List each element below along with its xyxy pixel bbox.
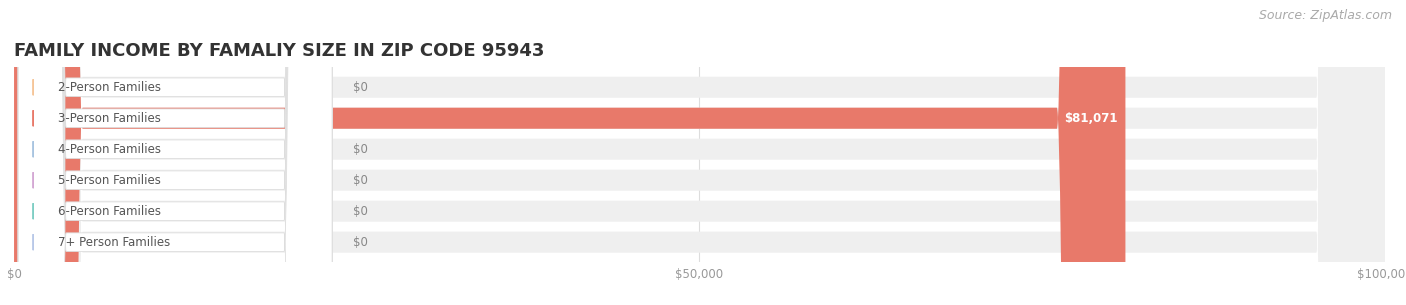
FancyBboxPatch shape xyxy=(18,0,332,305)
FancyBboxPatch shape xyxy=(14,0,1385,305)
FancyBboxPatch shape xyxy=(18,0,332,305)
Text: $0: $0 xyxy=(353,143,367,156)
FancyBboxPatch shape xyxy=(18,0,332,305)
Text: 3-Person Families: 3-Person Families xyxy=(58,112,160,125)
FancyBboxPatch shape xyxy=(14,0,1385,305)
Text: 4-Person Families: 4-Person Families xyxy=(58,143,160,156)
FancyBboxPatch shape xyxy=(14,0,1385,305)
FancyBboxPatch shape xyxy=(18,0,332,305)
FancyBboxPatch shape xyxy=(18,0,332,305)
Text: 6-Person Families: 6-Person Families xyxy=(58,205,160,218)
Text: FAMILY INCOME BY FAMALIY SIZE IN ZIP CODE 95943: FAMILY INCOME BY FAMALIY SIZE IN ZIP COD… xyxy=(14,42,544,60)
Text: $0: $0 xyxy=(353,81,367,94)
Text: Source: ZipAtlas.com: Source: ZipAtlas.com xyxy=(1258,9,1392,22)
Text: $0: $0 xyxy=(353,205,367,218)
Text: $0: $0 xyxy=(353,174,367,187)
FancyBboxPatch shape xyxy=(18,0,332,305)
Text: 7+ Person Families: 7+ Person Families xyxy=(58,236,170,249)
FancyBboxPatch shape xyxy=(14,0,1125,305)
Text: 2-Person Families: 2-Person Families xyxy=(58,81,160,94)
FancyBboxPatch shape xyxy=(14,0,1385,305)
Text: $81,071: $81,071 xyxy=(1064,112,1118,125)
Text: $0: $0 xyxy=(353,236,367,249)
FancyBboxPatch shape xyxy=(14,0,1385,305)
Text: 5-Person Families: 5-Person Families xyxy=(58,174,160,187)
FancyBboxPatch shape xyxy=(14,0,1385,305)
